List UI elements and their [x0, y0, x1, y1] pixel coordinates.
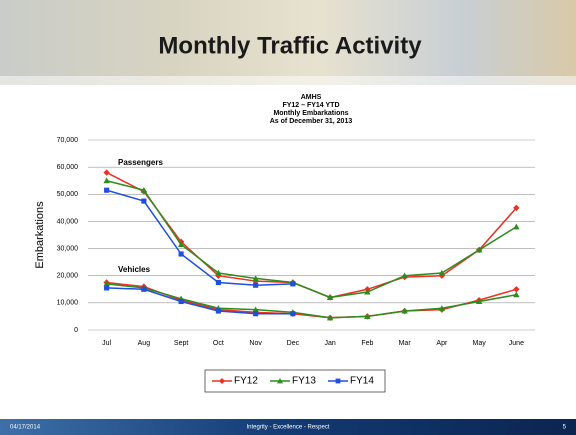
point	[290, 281, 295, 286]
x-tick-label: May	[473, 340, 487, 347]
y-tick-label: 70,000	[57, 137, 79, 144]
legend-marker	[336, 379, 341, 384]
y-tick-label: 20,000	[57, 273, 79, 280]
x-tick-label: Aug	[138, 340, 151, 347]
y-tick-label: 50,000	[57, 191, 79, 198]
x-tick-label: June	[509, 340, 524, 347]
slide: Monthly Traffic Activity 04/17/2014 Inte…	[0, 0, 576, 435]
legend-label: FY13	[292, 376, 316, 387]
point	[253, 283, 258, 288]
y-tick-label: 30,000	[57, 245, 79, 252]
legend-label: FY12	[234, 376, 258, 387]
line	[107, 284, 517, 318]
x-tick-label: Mar	[399, 340, 412, 347]
y-axis-label: Embarkations	[34, 201, 46, 269]
y-tick-label: 60,000	[57, 164, 79, 171]
point	[179, 251, 184, 256]
y-tick-label: 0	[74, 327, 78, 334]
point	[141, 199, 146, 204]
point	[104, 188, 109, 193]
x-tick-label: Jan	[324, 340, 335, 347]
point	[103, 178, 109, 184]
x-tick-label: Apr	[436, 340, 448, 347]
point	[141, 287, 146, 292]
y-tick-label: 40,000	[57, 218, 79, 225]
x-tick-label: Oct	[213, 340, 224, 347]
slide-title: Monthly Traffic Activity	[158, 32, 422, 59]
point	[103, 169, 109, 175]
chart: Monthly Traffic Activity 04/17/2014 Inte…	[0, 0, 576, 435]
line	[107, 283, 517, 318]
point	[253, 311, 258, 316]
x-tick-label: Feb	[361, 340, 373, 347]
y-tick-label: 10,000	[57, 300, 79, 307]
legend-label: FY14	[350, 376, 374, 387]
chart-title: AMHS	[301, 94, 322, 101]
annotation: Vehicles	[118, 265, 151, 274]
x-tick-label: Nov	[249, 340, 262, 347]
chart-title: Monthly Embarkations	[273, 110, 348, 117]
line	[107, 181, 517, 298]
x-tick-label: Dec	[287, 340, 300, 347]
point	[104, 285, 109, 290]
point	[179, 299, 184, 304]
header-fade	[0, 76, 576, 85]
chart-title: FY12 – FY14 YTD	[282, 102, 339, 109]
footer-date: 04/17/2014	[10, 425, 41, 431]
point	[290, 311, 295, 316]
chart-title: As of December 31, 2013	[270, 118, 353, 125]
point	[216, 308, 221, 313]
annotation: Passengers	[118, 158, 163, 167]
point	[216, 280, 221, 285]
x-tick-label: Jul	[102, 340, 111, 347]
point	[513, 224, 519, 230]
x-tick-label: Sept	[174, 340, 188, 347]
footer-tagline: Integrity - Excellence - Respect	[246, 425, 329, 431]
